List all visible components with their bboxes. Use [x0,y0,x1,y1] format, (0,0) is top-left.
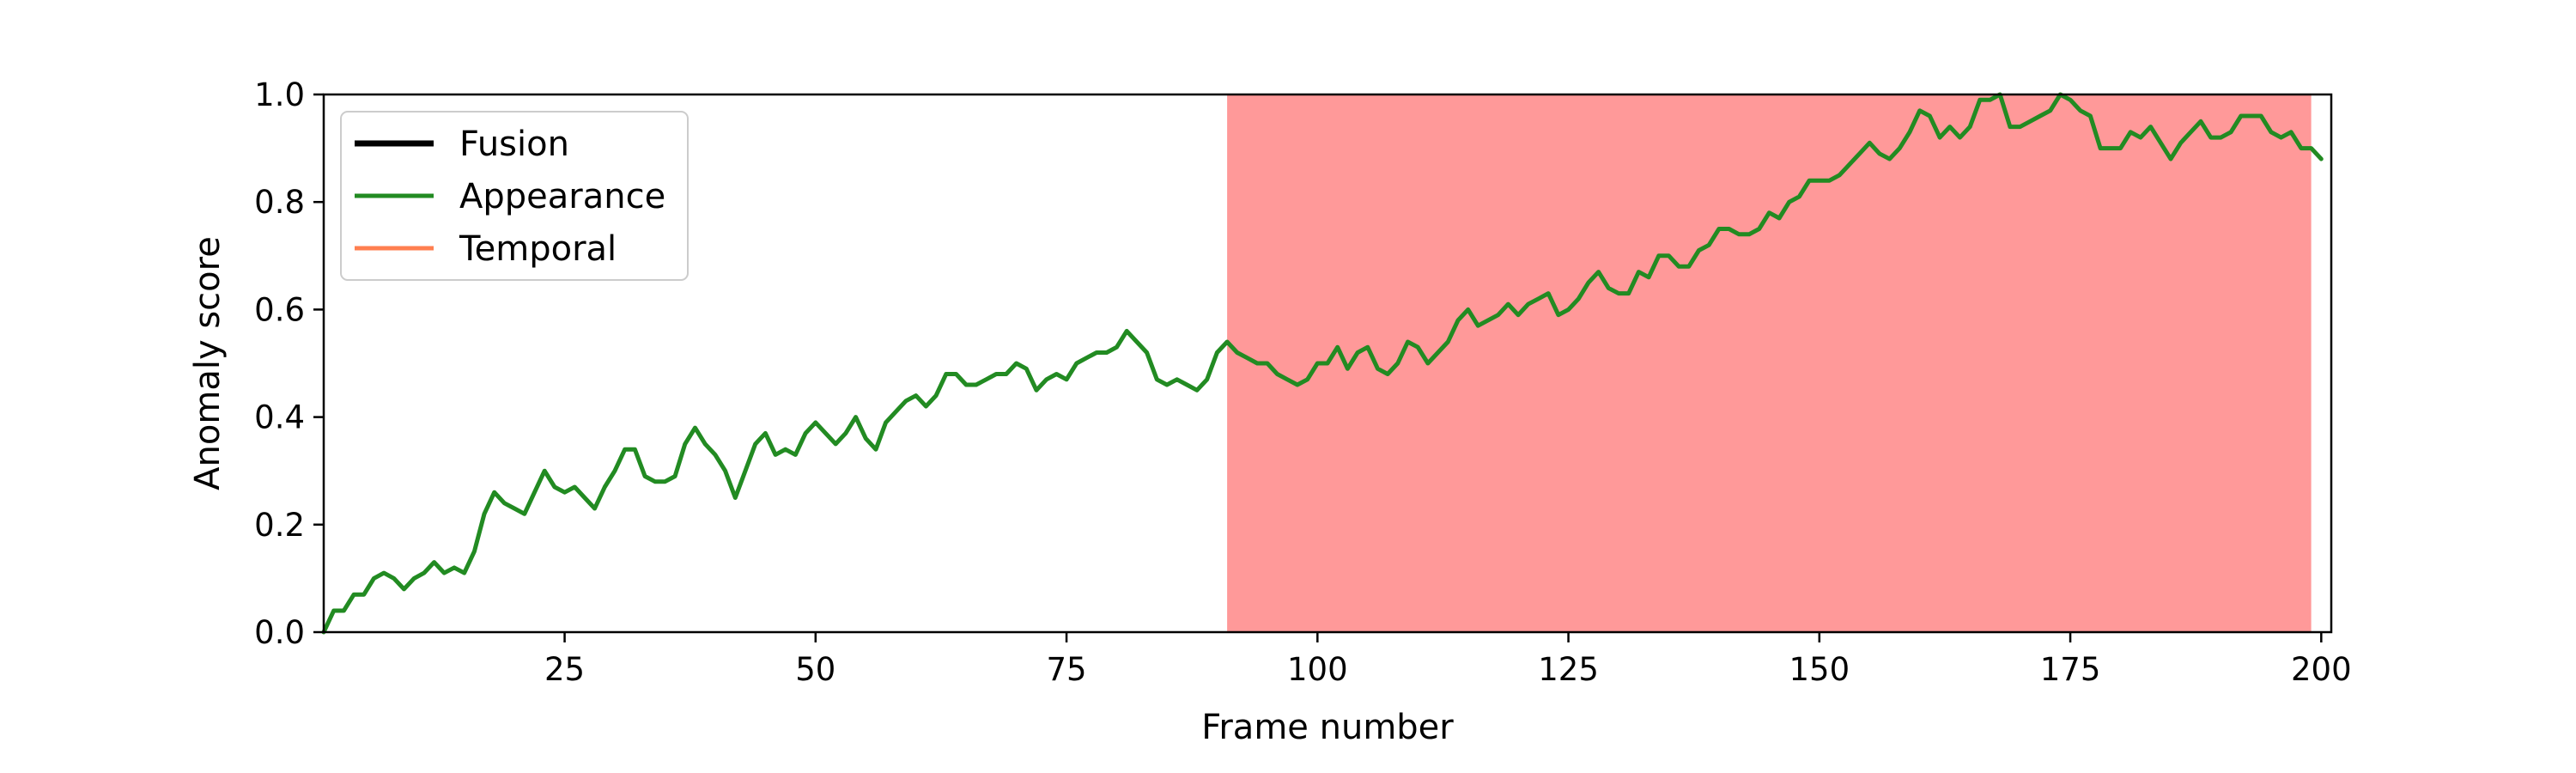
y-tick-label: 0.2 [254,507,305,544]
y-axis-title: Anomaly score [188,236,228,490]
y-tick-label: 0.8 [254,184,305,221]
y-tick-label: 0.4 [254,399,305,436]
x-tick-label: 50 [795,651,835,688]
y-tick-label: 1.0 [254,76,305,113]
x-tick-label: 100 [1287,651,1348,688]
x-axis-title: Frame number [1201,708,1454,747]
axes: 25 50 75 100 125 150 175 200 0.0 0.2 0.4 0.6 0.8 1.0 F… [188,76,2352,747]
x-tick-label: 150 [1789,651,1850,688]
legend-label-fusion: Fusion [459,125,569,164]
x-tick-label: 125 [1538,651,1599,688]
x-tick-label: 175 [2040,651,2101,688]
x-tick-label: 75 [1047,651,1087,688]
series-line-appearance [321,92,2324,635]
x-tick-label: 25 [544,651,585,688]
legend-label-appearance: Appearance [459,177,665,216]
plot-frame [322,93,2333,634]
anomaly-region [1227,94,2312,632]
legend-label-temporal: Temporal [459,229,617,269]
y-tick-label: 0.6 [254,291,305,328]
x-tick-label: 200 [2291,651,2352,688]
legend-box [340,111,689,281]
legend: Fusion Appearance Temporal [340,111,689,281]
plot-area [321,92,2324,635]
y-tick-label: 0.0 [254,614,305,651]
